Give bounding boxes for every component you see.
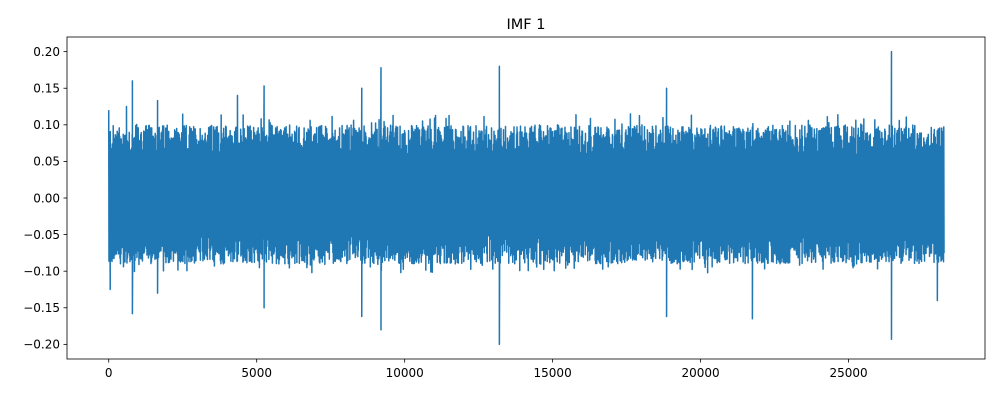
- y-tick-label: −0.05: [23, 228, 60, 242]
- x-tick-label: 10000: [386, 366, 424, 380]
- x-tick-label: 0: [105, 366, 113, 380]
- y-axis: −0.20 −0.15 −0.10 −0.05 0.00 0.05 0.10 0.15 0.20: [23, 45, 67, 352]
- axes-frame: [66, 36, 986, 360]
- plot-area: [107, 50, 945, 346]
- x-tick-label: 20000: [682, 366, 720, 380]
- y-tick-label: 0.05: [33, 155, 60, 169]
- y-tick-label: 0.00: [33, 191, 60, 205]
- y-tick-label: −0.20: [23, 338, 60, 352]
- x-tick-label: 5000: [241, 366, 272, 380]
- chart-title: IMF 1: [507, 17, 546, 33]
- x-axis: 0 5000 10000 15000 20000 25000: [105, 359, 868, 380]
- y-tick-label: −0.10: [23, 264, 60, 278]
- series-line: [107, 50, 945, 346]
- y-tick-label: −0.15: [23, 301, 60, 315]
- y-tick-label: 0.15: [33, 82, 60, 96]
- y-tick-label: 0.10: [33, 118, 60, 132]
- y-tick-label: 0.20: [33, 45, 60, 59]
- x-tick-label: 15000: [534, 366, 572, 380]
- x-tick-label: 25000: [829, 366, 867, 380]
